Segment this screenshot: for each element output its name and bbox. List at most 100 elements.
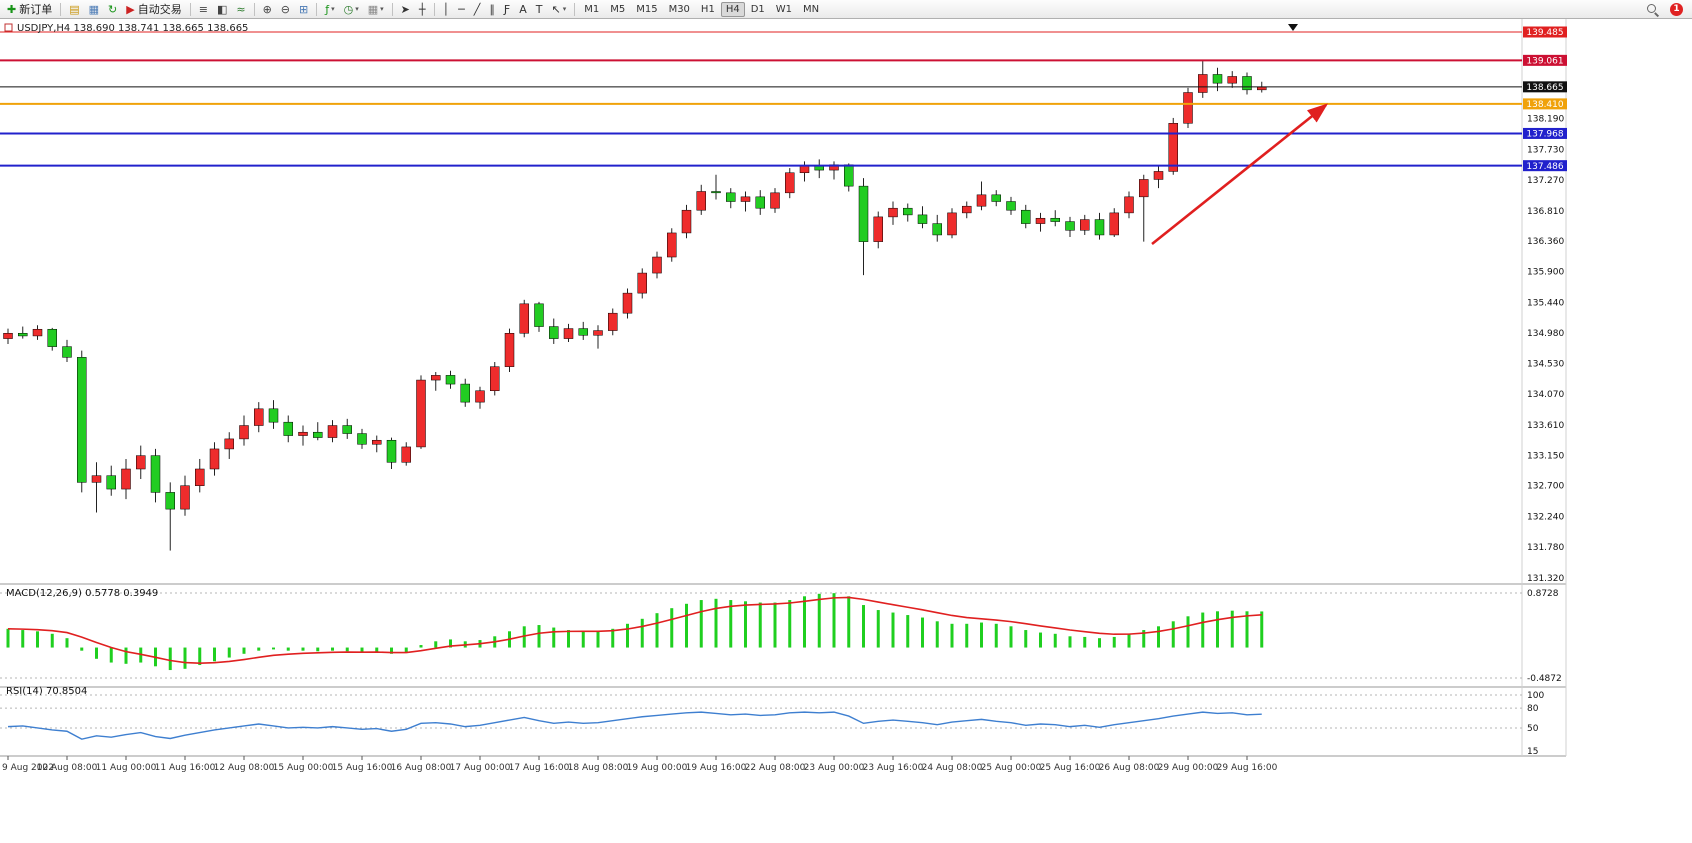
notification-badge[interactable]: 1 <box>1670 2 1683 16</box>
trendline-button[interactable]: ╱ <box>470 1 485 18</box>
chart-candles-button[interactable]: ◧ <box>213 1 231 18</box>
price-badge <box>1523 26 1567 38</box>
macd-axis-label: -0.4872 <box>1527 674 1562 684</box>
vertical-line-button[interactable]: │ <box>439 1 454 18</box>
timeframe-m1-button[interactable]: M1 <box>584 3 600 15</box>
chart-candles-icon: ◧ <box>216 2 228 16</box>
periods-dropdown-arrow[interactable]: ▾ <box>355 5 359 13</box>
crosshair-button[interactable]: ┼ <box>415 1 430 18</box>
channel-icon: ∥ <box>489 2 495 16</box>
y-axis-tick: 133.610 <box>1527 421 1564 431</box>
arrows-dropdown-arrow[interactable]: ▾ <box>562 5 567 13</box>
cursor-icon: ➤ <box>400 2 410 16</box>
y-axis-tick: 132.240 <box>1527 512 1564 522</box>
zoom-out-icon: ⊖ <box>280 2 290 16</box>
x-axis-label: 12 Aug 08:00 <box>214 763 275 773</box>
x-axis-label: 18 Aug 08:00 <box>568 763 629 773</box>
x-axis-label: 25 Aug 00:00 <box>981 763 1042 773</box>
vertical-line-icon: │ <box>442 2 450 16</box>
rsi-level-label: 100 <box>1527 691 1544 701</box>
marker-triangle-icon <box>1288 24 1298 31</box>
macd-axis-label: 0.8728 <box>1527 589 1559 599</box>
zoom-out-button[interactable]: ⊖ <box>277 1 294 18</box>
trend-arrow-object[interactable] <box>1151 103 1329 246</box>
trendline-icon: ╱ <box>473 2 481 16</box>
fibonacci-button[interactable]: Ƒ <box>500 1 514 18</box>
chart-bars-icon: ≡ <box>198 2 208 16</box>
y-axis-tick: 137.730 <box>1527 145 1564 155</box>
price-badge-label: 139.485 <box>1526 28 1563 38</box>
chart-line-button[interactable]: ≈ <box>232 1 249 18</box>
x-axis-label: 29 Aug 16:00 <box>1217 763 1278 773</box>
auto-trading-icon: ▶ <box>126 2 135 16</box>
x-axis-label: 26 Aug 08:00 <box>1099 763 1160 773</box>
price-badge-label: 137.486 <box>1526 162 1563 172</box>
toolbar-separator <box>60 2 62 16</box>
chart-bars-button[interactable]: ≡ <box>195 1 212 18</box>
x-axis-label: 10 Aug 08:00 <box>37 763 98 773</box>
y-axis-tick: 134.980 <box>1527 329 1564 339</box>
timeframe-h1-button[interactable]: H1 <box>700 3 715 15</box>
periods-button[interactable]: ◷ ▾ <box>340 1 363 18</box>
x-axis-label: 15 Aug 16:00 <box>332 763 393 773</box>
charts-list-button[interactable]: ▤ <box>65 1 83 18</box>
search-icon[interactable] <box>1646 3 1659 16</box>
text-label-icon: T <box>535 2 543 16</box>
x-axis-label: 17 Aug 00:00 <box>450 763 511 773</box>
x-axis-label: 11 Aug 00:00 <box>96 763 157 773</box>
x-axis-label: 24 Aug 08:00 <box>922 763 983 773</box>
candlestick-series <box>3 61 1267 551</box>
refresh-icon: ↻ <box>108 2 118 16</box>
templates-icon: ▦ <box>367 2 379 16</box>
timeframe-m5-button[interactable]: M5 <box>610 3 626 15</box>
arrows-button[interactable]: ↖ ▾ <box>547 1 570 18</box>
text-icon: A <box>519 2 527 16</box>
chart-icon <box>4 23 13 32</box>
tile-windows-button[interactable]: ⊞ <box>295 1 312 18</box>
auto-trading-button[interactable]: ▶ 自动交易 <box>122 1 185 18</box>
x-axis-label: 23 Aug 16:00 <box>863 763 924 773</box>
toolbar-separator <box>189 2 191 16</box>
timeframe-mn-button[interactable]: MN <box>803 3 820 15</box>
auto-trading-label: 自动交易 <box>137 3 182 16</box>
macd-label: MACD(12,26,9) 0.5778 0.3949 <box>6 588 158 599</box>
rsi-level-label: 15 <box>1527 747 1538 757</box>
timeframe-m15-button[interactable]: M15 <box>636 3 658 15</box>
refresh-button[interactable]: ↻ <box>104 1 121 18</box>
x-axis-label: 15 Aug 00:00 <box>273 763 334 773</box>
y-axis-tick: 135.440 <box>1527 298 1564 308</box>
indicators-dropdown-arrow[interactable]: ▾ <box>331 5 335 13</box>
new-order-label: 新订单 <box>19 3 53 16</box>
x-axis-label: 23 Aug 00:00 <box>804 763 865 773</box>
price-levels[interactable]: 139.485 139.061 138.665 138.410 137.968 137.4… <box>0 26 1567 172</box>
y-axis-tick: 135.900 <box>1527 268 1564 278</box>
indicators-button[interactable]: ƒ ▾ <box>321 1 338 18</box>
zoom-in-button[interactable]: ⊕ <box>259 1 276 18</box>
new-order-button[interactable]: ✚ 新订单 <box>3 1 56 18</box>
panel-frames <box>0 19 1567 757</box>
text-label-button[interactable]: T <box>532 1 547 18</box>
x-axis-label: 22 Aug 08:00 <box>745 763 806 773</box>
chart-area[interactable]: 139.485 139.061 138.665 138.410 137.968 137.4… <box>0 19 1692 843</box>
templates-button[interactable]: ▦ ▾ <box>364 1 388 18</box>
tile-windows-icon: ⊞ <box>299 2 309 16</box>
horizontal-line-button[interactable]: ─ <box>454 1 469 18</box>
price-badge-label: 137.968 <box>1526 130 1563 140</box>
cursor-button[interactable]: ➤ <box>397 1 414 18</box>
timeframe-d1-button[interactable]: D1 <box>750 3 765 15</box>
fibonacci-icon: Ƒ <box>503 2 511 16</box>
channel-button[interactable]: ∥ <box>485 1 499 18</box>
data-window-button[interactable]: ▦ <box>85 1 103 18</box>
rsi-level-label: 80 <box>1527 704 1539 714</box>
text-button[interactable]: A <box>515 1 531 18</box>
templates-dropdown-arrow[interactable]: ▾ <box>380 5 384 13</box>
price-chart[interactable]: 139.485 139.061 138.665 138.410 137.968 137.4… <box>0 19 1692 843</box>
y-axis-tick: 133.150 <box>1527 452 1564 462</box>
timeframe-m30-button[interactable]: M30 <box>668 3 690 15</box>
price-badge <box>1523 98 1567 110</box>
x-axis-label: 17 Aug 16:00 <box>509 763 570 773</box>
horizontal-line-icon: ─ <box>458 2 465 16</box>
timeframe-h4-button[interactable]: H4 <box>720 1 745 17</box>
timeframe-w1-button[interactable]: W1 <box>775 3 793 15</box>
